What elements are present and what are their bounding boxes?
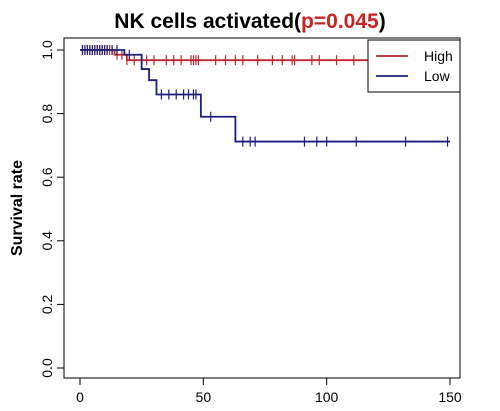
- legend: High Low: [367, 39, 461, 93]
- y-tick-label: 1.0: [39, 40, 55, 60]
- x-tick-label: 0: [76, 389, 84, 405]
- x-tick-label: 50: [196, 389, 212, 405]
- legend-label-low: Low: [424, 68, 451, 84]
- x-axis: 0 50 100 150: [76, 377, 462, 405]
- y-tick-label: 0.8: [39, 104, 55, 124]
- series-low: [80, 45, 450, 147]
- y-axis: 0.0 0.2 0.4 0.6 0.8 1.0: [39, 40, 65, 378]
- series-layer: [80, 45, 450, 147]
- legend-label-high: High: [424, 48, 453, 64]
- y-tick-label: 0.6: [39, 167, 55, 187]
- chart-title-close: ): [379, 10, 386, 33]
- x-tick-label: 150: [438, 389, 462, 405]
- series-line-low: [80, 49, 450, 143]
- x-tick-label: 100: [315, 389, 339, 405]
- y-tick-label: 0.0: [39, 358, 55, 378]
- legend-box: [367, 39, 461, 93]
- y-tick-label: 0.2: [39, 294, 55, 314]
- y-axis-label: Survival rate: [9, 160, 26, 256]
- chart-title-p-value: p=0.045: [301, 10, 379, 33]
- chart-title-main: NK cells activated(: [114, 10, 301, 33]
- y-tick-label: 0.4: [39, 231, 55, 251]
- chart-title: NK cells activated(p=0.045): [114, 10, 385, 33]
